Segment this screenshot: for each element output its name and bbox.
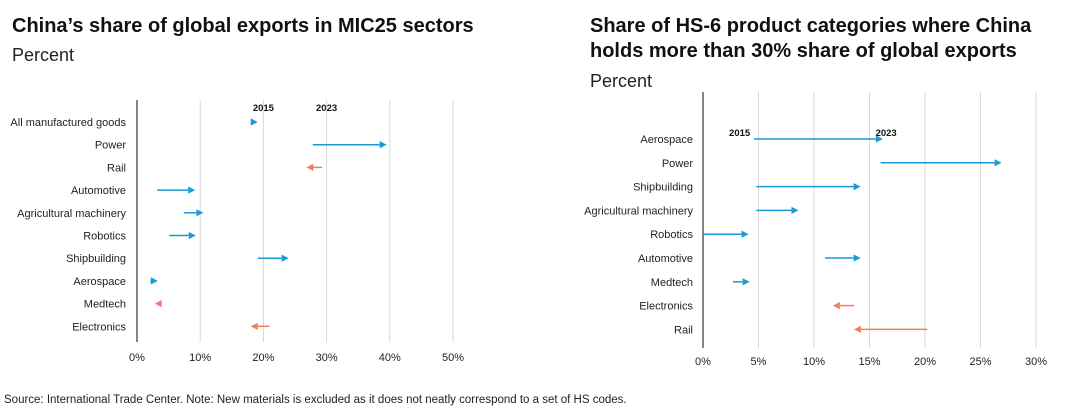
right-category-label: Power bbox=[662, 158, 694, 170]
right-chart-title-line1: Share of HS-6 product categories where C… bbox=[590, 15, 1032, 37]
left-x-tick-label: 10% bbox=[189, 352, 211, 364]
left-category-label: Aerospace bbox=[73, 276, 126, 288]
left-year-annotation: 2015 bbox=[253, 103, 275, 114]
right-arrow-mark bbox=[754, 135, 883, 143]
right-x-tick-label: 20% bbox=[914, 356, 936, 368]
source-note: Source: International Trade Center. Note… bbox=[4, 394, 627, 406]
left-arrow-mark bbox=[250, 118, 258, 126]
left-arrow-mark bbox=[157, 186, 196, 194]
left-arrow-mark bbox=[183, 209, 204, 217]
right-arrow-mark bbox=[732, 278, 750, 286]
right-arrow-mark bbox=[756, 206, 799, 214]
left-x-tick-label: 20% bbox=[252, 352, 274, 364]
right-category-label: Electronics bbox=[639, 301, 693, 313]
right-arrow-mark bbox=[832, 302, 854, 310]
left-arrow-mark bbox=[257, 254, 289, 262]
left-category-label: Rail bbox=[107, 162, 126, 174]
right-category-label: Aerospace bbox=[640, 134, 693, 146]
right-arrow-chart: 0% 5% 10% 15% 20% 25% 30% Aerospace Power Shipbui… bbox=[584, 92, 1047, 368]
left-arrow-chart: 0% 10% 20% 30% 40% 50% All manufactured goods P… bbox=[10, 100, 464, 364]
left-year-annotation: 2023 bbox=[316, 103, 337, 114]
right-arrow-mark bbox=[853, 325, 928, 333]
left-category-label: Shipbuilding bbox=[66, 253, 126, 265]
right-arrow-mark bbox=[756, 183, 861, 191]
right-arrow-mark bbox=[825, 254, 861, 262]
right-year-annotation: 2023 bbox=[876, 128, 897, 139]
right-category-label: Robotics bbox=[650, 229, 693, 241]
left-arrow-mark bbox=[250, 322, 270, 330]
left-chart-subtitle: Percent bbox=[12, 45, 75, 65]
left-category-label: Power bbox=[95, 140, 127, 152]
right-category-label: Agricultural machinery bbox=[584, 205, 693, 217]
right-category-label: Medtech bbox=[651, 277, 693, 289]
right-year-annotation: 2015 bbox=[729, 128, 751, 139]
left-category-label: Automotive bbox=[71, 185, 126, 197]
right-arrow-mark bbox=[703, 230, 749, 238]
left-x-tick-label: 40% bbox=[379, 352, 401, 364]
right-chart-subtitle: Percent bbox=[590, 71, 653, 91]
right-category-label: Shipbuilding bbox=[633, 182, 693, 194]
right-x-tick-label: 25% bbox=[969, 356, 991, 368]
right-arrow-mark bbox=[880, 159, 1002, 167]
left-category-label: Robotics bbox=[83, 231, 126, 243]
right-category-label: Rail bbox=[674, 324, 693, 336]
left-category-label: Agricultural machinery bbox=[17, 208, 126, 220]
left-category-label: Electronics bbox=[72, 321, 126, 333]
right-x-tick-label: 0% bbox=[695, 356, 711, 368]
right-x-tick-label: 5% bbox=[751, 356, 767, 368]
left-chart-title: China’s share of global exports in MIC25… bbox=[12, 15, 474, 37]
right-chart-title: Share of HS-6 product categories where C… bbox=[590, 14, 1070, 64]
right-chart-title-line2: holds more than 30% share of global expo… bbox=[590, 40, 1017, 62]
left-x-tick-label: 30% bbox=[316, 352, 338, 364]
right-x-tick-label: 15% bbox=[858, 356, 880, 368]
left-arrow-mark bbox=[312, 141, 387, 149]
left-arrow-mark bbox=[154, 300, 162, 308]
right-x-tick-label: 10% bbox=[803, 356, 825, 368]
left-x-tick-label: 0% bbox=[129, 352, 145, 364]
right-x-tick-label: 30% bbox=[1025, 356, 1047, 368]
left-x-tick-label: 50% bbox=[442, 352, 464, 364]
left-category-label: Medtech bbox=[84, 299, 126, 311]
left-category-label: All manufactured goods bbox=[10, 117, 126, 129]
left-arrow-mark bbox=[169, 231, 196, 240]
left-arrow-mark bbox=[150, 277, 158, 285]
right-category-label: Automotive bbox=[638, 253, 693, 265]
left-arrow-mark bbox=[306, 163, 323, 171]
